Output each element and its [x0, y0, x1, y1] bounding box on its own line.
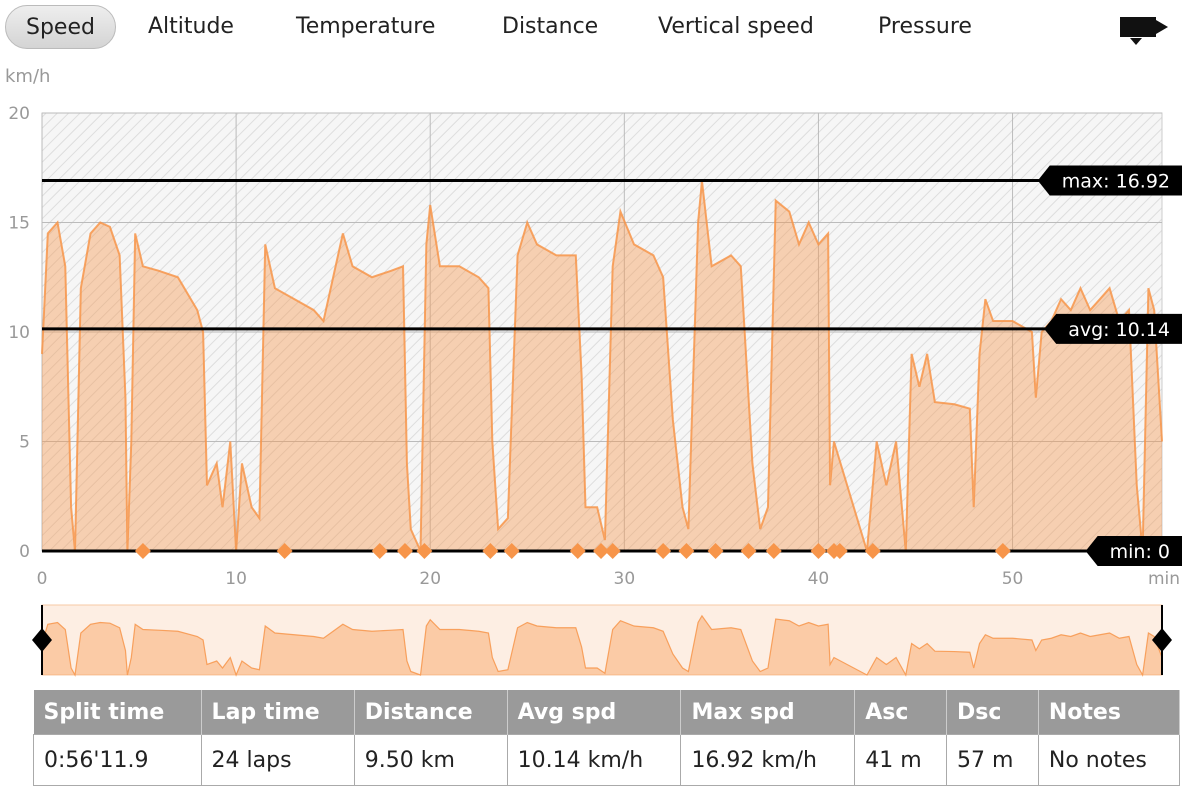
chart: km/h 0 5 10 15 20 0 10 20 30 40 50 min max: 16.92 avg…: [5, 17, 1182, 677]
speed-area: [42, 615, 1162, 675]
y-tick-label: 10: [8, 323, 30, 343]
reference-label-text: min: 0: [1110, 541, 1170, 563]
lap-marker: [593, 543, 610, 559]
column-header: Distance: [354, 690, 508, 735]
lap-marker: [276, 543, 293, 559]
column-header: Asc: [854, 690, 948, 735]
speed-area: [42, 180, 1162, 551]
lap-marker: [503, 543, 520, 559]
speed-line: [41, 614, 1163, 677]
table-cell: 41 m: [854, 734, 948, 786]
reference-label: avg: 10.14: [1044, 313, 1182, 344]
lap-marker: [416, 543, 433, 559]
tab[interactable]: Distance: [502, 14, 599, 39]
column-header: Max spd: [680, 690, 856, 735]
lap-marker: [655, 543, 672, 559]
lap-marker: [810, 543, 827, 559]
lap-marker: [569, 543, 586, 559]
x-tick-label: 20: [419, 569, 441, 589]
navigator-handle[interactable]: [32, 628, 52, 652]
table-cell: 9.50 km: [353, 734, 508, 786]
reference-label: min: 0: [1085, 536, 1182, 566]
x-tick-label: 40: [808, 569, 830, 589]
y-tick-label: 5: [19, 433, 30, 453]
y-tick-label: 20: [8, 104, 30, 124]
column-header: Lap time: [201, 690, 355, 735]
lap-marker: [396, 543, 413, 559]
tab[interactable]: Altitude: [148, 14, 234, 39]
lap-marker: [707, 543, 724, 559]
x-tick-label: 50: [1002, 569, 1024, 589]
lap-marker: [765, 543, 782, 559]
reference-label-text: avg: 10.14: [1068, 319, 1170, 341]
table-cell: No notes: [1037, 734, 1181, 786]
table-row: 0:56'11.9 24 laps 9.50 km 10.14 km/h 16.92 k…: [33, 734, 1181, 786]
lap-marker: [678, 543, 695, 559]
navigator-handle[interactable]: [1152, 628, 1172, 652]
label-box: [1037, 165, 1182, 196]
lap-marker: [864, 543, 881, 559]
label-box: [1085, 536, 1182, 566]
column-header: Dsc: [946, 690, 1039, 735]
lap-marker: [604, 543, 621, 559]
y-tick-label: 0: [19, 542, 30, 562]
reference-label: max: 16.92: [1037, 165, 1182, 196]
label-box: [1044, 313, 1182, 344]
table-cell: 10.14 km/h: [506, 734, 682, 786]
column-header: Split time: [33, 690, 202, 735]
reference-label-text: max: 16.92: [1062, 170, 1170, 192]
tab-bar: Speed Altitude Temperature Distance Vertical…: [0, 5, 1184, 49]
table-cell: 16.92 km/h: [680, 734, 856, 786]
speed-line: [41, 180, 1163, 552]
menu-icon[interactable]: [1120, 17, 1168, 45]
x-tick-label: 10: [225, 569, 247, 589]
lap-marker: [740, 543, 757, 559]
table-cell: 57 m: [946, 734, 1039, 786]
lap-marker: [482, 543, 499, 559]
tab[interactable]: Temperature: [296, 14, 436, 39]
lap-marker: [831, 543, 848, 559]
lap-marker: [134, 543, 151, 559]
x-axis-label: min: [1148, 569, 1180, 589]
y-axis-label: km/h: [5, 66, 50, 87]
y-tick-label: 15: [8, 214, 30, 234]
x-tick-label: 0: [37, 569, 48, 589]
tab[interactable]: Speed: [5, 5, 116, 49]
table-cell: 24 laps: [200, 734, 355, 786]
tab[interactable]: Pressure: [878, 14, 972, 39]
tab[interactable]: Vertical speed: [658, 14, 814, 39]
table-cell: 0:56'11.9: [33, 734, 202, 786]
column-header: Notes: [1038, 690, 1181, 735]
lap-marker: [371, 543, 388, 559]
summary-table: Split time Lap time Distance Avg spd Max spd…: [33, 690, 1181, 786]
x-tick-label: 30: [614, 569, 636, 589]
lap-marker: [994, 543, 1011, 559]
column-header: Avg spd: [507, 690, 682, 735]
